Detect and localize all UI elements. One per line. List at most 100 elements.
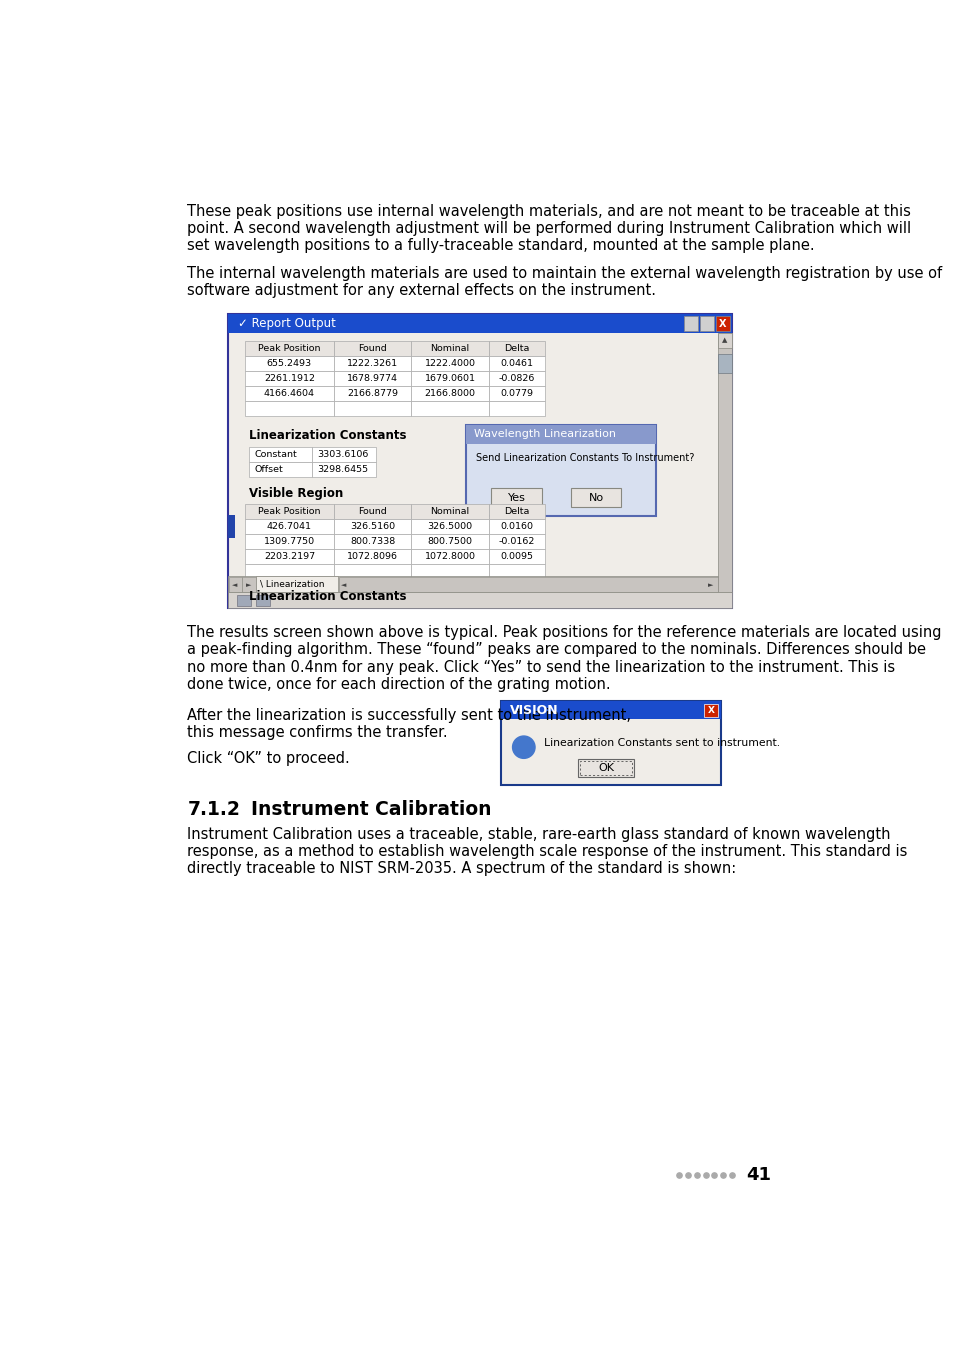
Text: No: No (588, 493, 603, 502)
Bar (228, 516, 234, 537)
Text: Delta: Delta (503, 344, 529, 352)
Text: Found: Found (358, 506, 387, 516)
Bar (334, 518, 411, 533)
Bar (334, 564, 411, 579)
Bar (245, 401, 334, 416)
Text: directly traceable to NIST SRM-2035. A spectrum of the standard is shown:: directly traceable to NIST SRM-2035. A s… (187, 861, 736, 876)
Bar (245, 342, 334, 356)
Bar (411, 356, 488, 371)
Text: \ Linearization: \ Linearization (260, 579, 324, 589)
Text: no more than 0.4nm for any peak. Click “Yes” to send the linearization to the in: no more than 0.4nm for any peak. Click “… (187, 660, 895, 675)
Bar (228, 315, 731, 609)
Text: 0.0779: 0.0779 (499, 389, 533, 398)
Bar (334, 533, 411, 549)
Text: 0.0461: 0.0461 (499, 359, 533, 369)
Bar (334, 549, 411, 564)
Text: 3298.6455: 3298.6455 (317, 464, 369, 474)
Bar (411, 371, 488, 386)
Bar (411, 401, 488, 416)
Bar (334, 356, 411, 371)
Bar (411, 518, 488, 533)
Bar (488, 533, 544, 549)
Bar (245, 386, 334, 401)
Bar (256, 576, 337, 593)
Bar (466, 425, 656, 516)
Text: After the linearization is successfully sent to the instrument,: After the linearization is successfully … (187, 707, 631, 722)
Bar (488, 401, 544, 416)
Bar (488, 342, 544, 356)
Bar (249, 447, 312, 462)
Text: a peak-finding algorithm. These “found” peaks are compared to the nominals. Diff: a peak-finding algorithm. These “found” … (187, 643, 925, 657)
Bar (718, 354, 731, 373)
Bar (703, 705, 717, 717)
Text: Click “OK” to proceed.: Click “OK” to proceed. (187, 751, 350, 765)
Text: software adjustment for any external effects on the instrument.: software adjustment for any external eff… (187, 284, 656, 298)
Text: 1309.7750: 1309.7750 (264, 537, 314, 545)
Text: ►: ► (707, 582, 713, 587)
Bar (411, 549, 488, 564)
Text: 7.1.2: 7.1.2 (187, 801, 240, 819)
Bar (312, 447, 375, 462)
Text: 2203.2197: 2203.2197 (264, 552, 314, 560)
Text: The internal wavelength materials are used to maintain the external wavelength r: The internal wavelength materials are us… (187, 266, 942, 281)
Text: this message confirms the transfer.: this message confirms the transfer. (187, 725, 448, 740)
Bar (245, 371, 334, 386)
Bar (245, 518, 334, 533)
Text: point. A second wavelength adjustment will be performed during Instrument Calibr: point. A second wavelength adjustment wi… (187, 221, 911, 236)
Bar (488, 371, 544, 386)
Bar (488, 518, 544, 533)
Bar (249, 462, 312, 477)
Bar (236, 594, 251, 606)
Text: 800.7500: 800.7500 (427, 537, 472, 545)
Text: ✓ Report Output: ✓ Report Output (237, 317, 335, 331)
Text: ▲: ▲ (721, 338, 726, 343)
Text: Linearization Constants sent to instrument.: Linearization Constants sent to instrume… (543, 737, 780, 748)
Text: 1072.8000: 1072.8000 (424, 552, 476, 560)
Bar (245, 564, 334, 579)
Bar (578, 759, 633, 776)
Bar (488, 564, 544, 579)
Bar (334, 401, 411, 416)
Text: set wavelength positions to a fully-traceable standard, mounted at the sample pl: set wavelength positions to a fully-trac… (187, 239, 814, 254)
Bar (312, 462, 375, 477)
Text: Instrument Calibration: Instrument Calibration (251, 801, 491, 819)
Text: 326.5160: 326.5160 (350, 521, 395, 531)
Bar (255, 594, 270, 606)
Bar (245, 504, 334, 518)
Circle shape (512, 736, 535, 759)
Bar (245, 533, 334, 549)
Bar (579, 761, 631, 775)
Text: ◄: ◄ (233, 582, 237, 587)
Bar (699, 316, 713, 331)
Text: The results screen shown above is typical. Peak positions for the reference mate: The results screen shown above is typica… (187, 625, 941, 640)
Bar (334, 386, 411, 401)
Bar (334, 504, 411, 518)
Text: Nominal: Nominal (430, 344, 469, 352)
Bar (491, 489, 541, 506)
Bar (488, 549, 544, 564)
Text: 655.2493: 655.2493 (267, 359, 312, 369)
Text: 2166.8000: 2166.8000 (424, 389, 476, 398)
Text: ►: ► (246, 582, 252, 587)
Bar (411, 533, 488, 549)
Text: These peak positions use internal wavelength materials, and are not meant to be : These peak positions use internal wavele… (187, 204, 910, 219)
Text: 1679.0601: 1679.0601 (424, 374, 476, 383)
Bar (228, 593, 731, 609)
Text: 0.0095: 0.0095 (499, 552, 533, 560)
Text: 1072.8096: 1072.8096 (347, 552, 397, 560)
Bar (228, 576, 718, 593)
Bar (411, 386, 488, 401)
Text: Peak Position: Peak Position (258, 344, 320, 352)
Bar (411, 342, 488, 356)
Text: Peak Position: Peak Position (258, 506, 320, 516)
Text: ◄: ◄ (341, 582, 346, 587)
Bar (334, 371, 411, 386)
Text: 0.0160: 0.0160 (499, 521, 533, 531)
Text: 4166.4604: 4166.4604 (264, 389, 314, 398)
Text: 426.7041: 426.7041 (267, 521, 312, 531)
Text: X: X (707, 706, 714, 716)
Text: Offset: Offset (253, 464, 282, 474)
Bar (411, 504, 488, 518)
Text: Linearization Constants: Linearization Constants (249, 590, 406, 602)
Bar (683, 316, 698, 331)
